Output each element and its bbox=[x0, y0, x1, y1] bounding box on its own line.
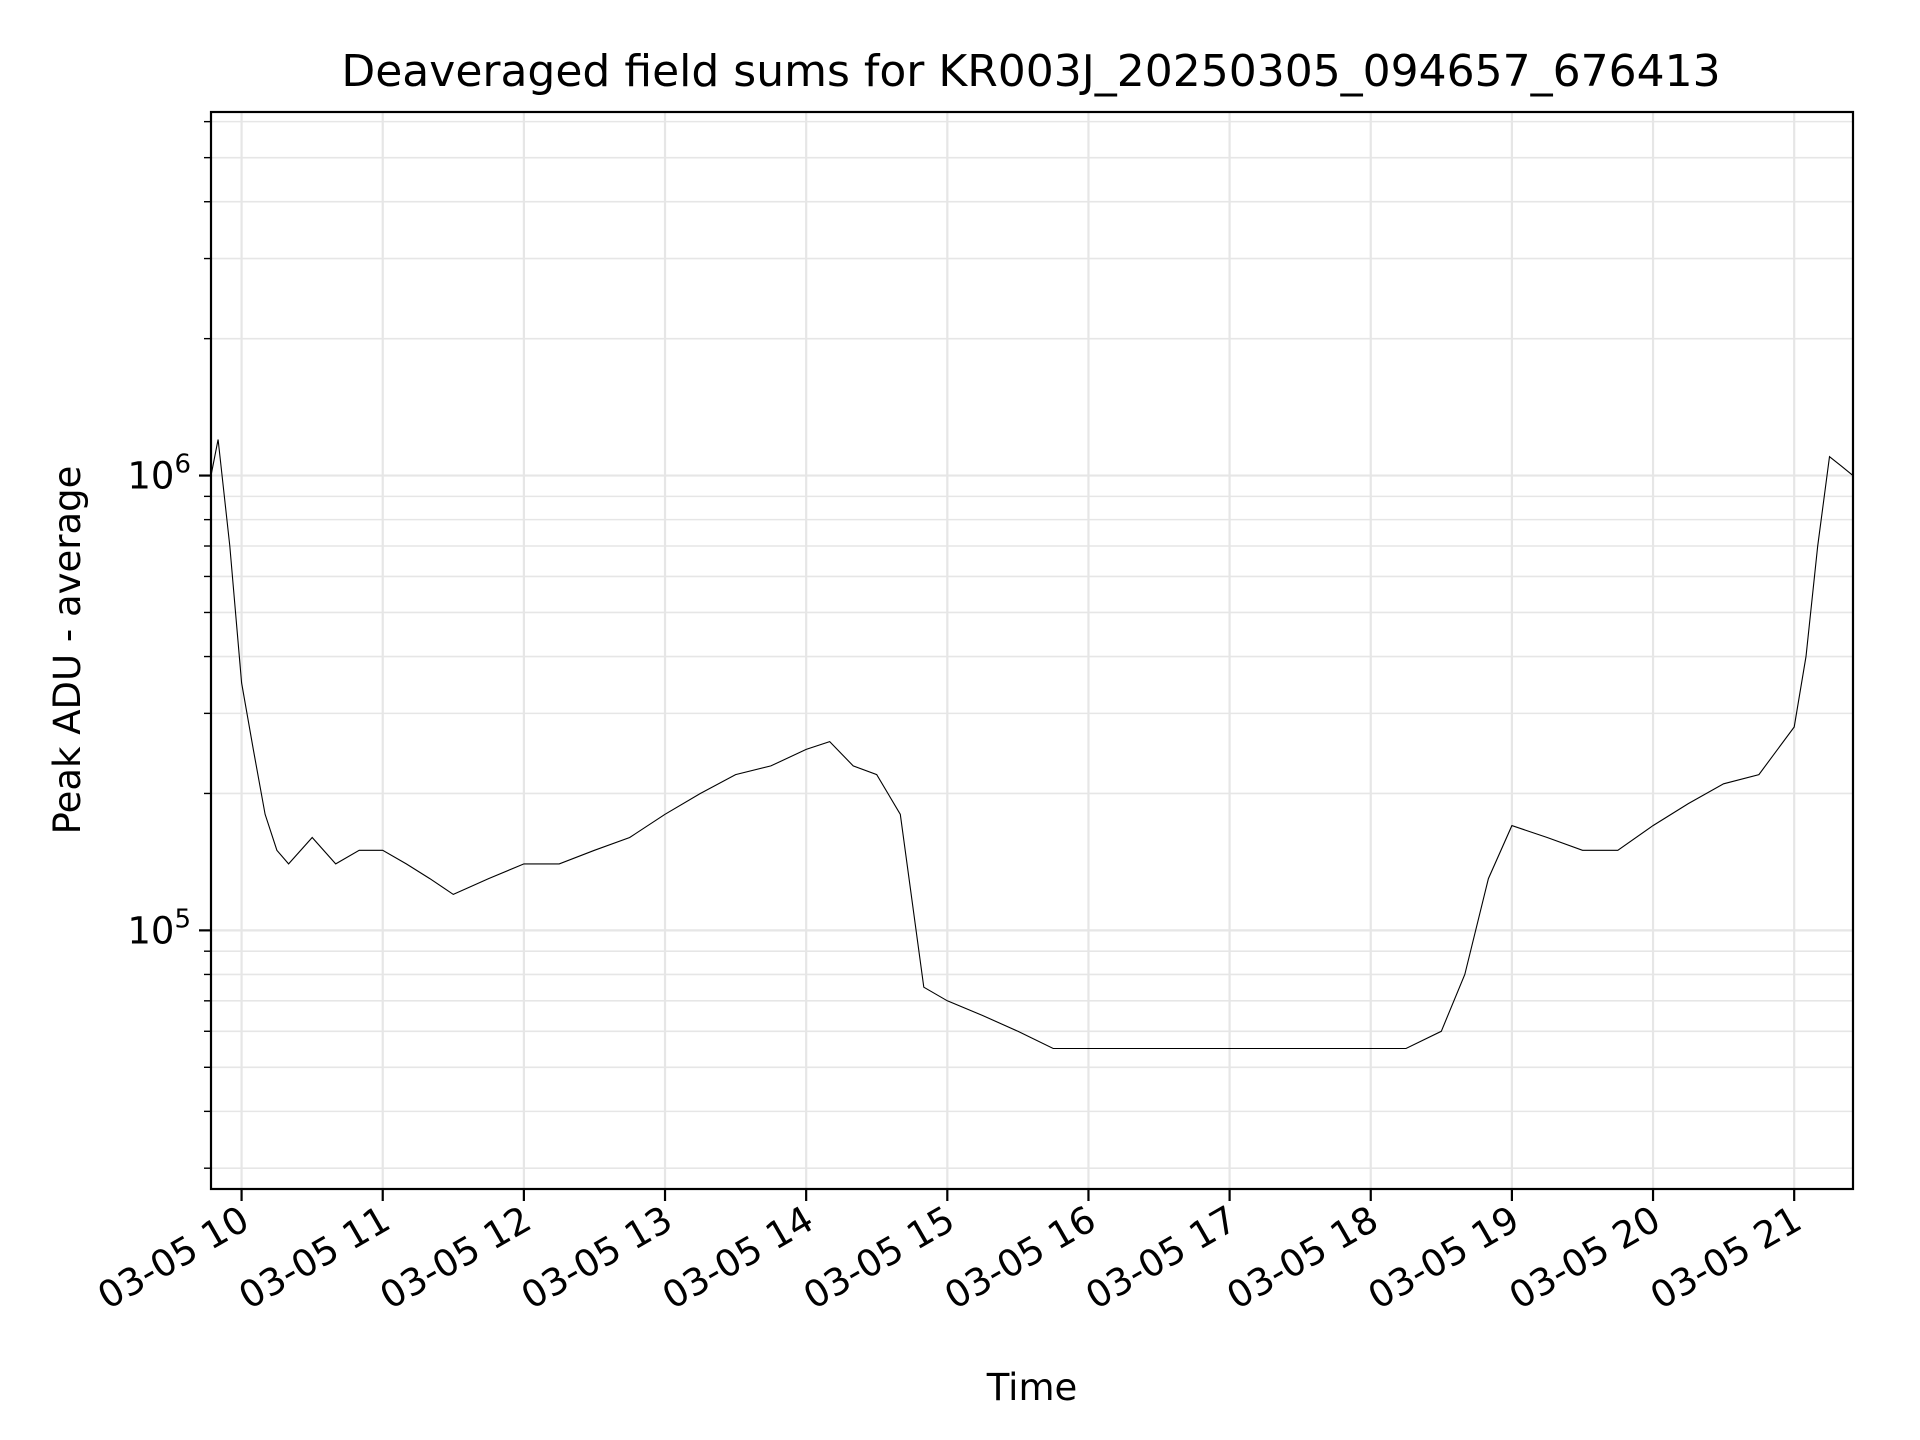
minor-gridlines bbox=[211, 120, 1853, 1169]
plot-frame bbox=[209, 110, 1855, 1191]
x-axis-label: Time bbox=[986, 1366, 1078, 1409]
plot-area bbox=[209, 110, 1855, 1191]
y-axis-label: Peak ADU - average bbox=[46, 466, 89, 835]
y-tick-label: 105 bbox=[127, 904, 191, 952]
chart-title: Deaveraged field sums for KR003J_2025030… bbox=[341, 46, 1720, 97]
y-tick-label: 106 bbox=[127, 450, 191, 498]
major-gridlines bbox=[211, 112, 1853, 1189]
y-axis: 105 106 bbox=[127, 120, 211, 1169]
series-line bbox=[210, 439, 1854, 1050]
